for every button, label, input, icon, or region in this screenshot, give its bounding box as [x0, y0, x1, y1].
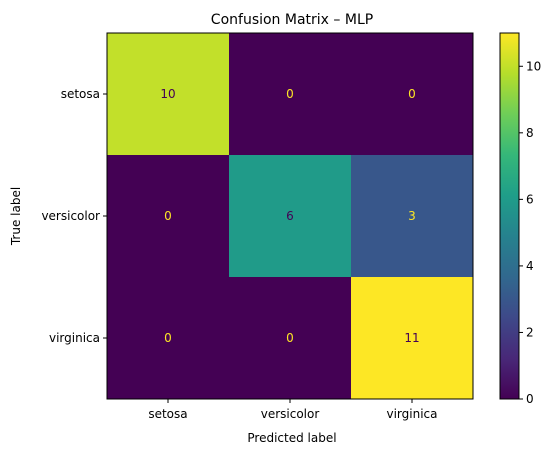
heatmap-cell — [229, 33, 351, 155]
colorbar-ticks: 0 2 4 6 8 10 — [519, 59, 541, 406]
x-tick-label: virginica — [387, 407, 438, 421]
cell-value-label: 0 — [164, 331, 172, 345]
cell-value-label: 0 — [164, 209, 172, 223]
chart-title: Confusion Matrix – MLP — [211, 12, 373, 28]
colorbar-tick-label: 0 — [526, 392, 534, 406]
heatmap-cell — [107, 33, 229, 155]
heatmap-cell — [107, 277, 229, 399]
cell-value-label: 0 — [408, 87, 416, 101]
colorbar-tick-label: 2 — [526, 325, 534, 339]
heatmap-cell — [229, 277, 351, 399]
y-tick-label: virginica — [49, 331, 100, 345]
colorbar-tick-label: 8 — [526, 126, 534, 140]
y-tick-label: setosa — [61, 87, 100, 101]
heatmap-cell — [351, 33, 473, 155]
cell-value-label: 0 — [286, 87, 294, 101]
cell-value-label: 10 — [160, 87, 175, 101]
colorbar-tick-label: 6 — [526, 192, 534, 206]
heatmap-cell — [107, 155, 229, 277]
heatmap-cell — [351, 277, 473, 399]
x-tick-label: setosa — [148, 407, 187, 421]
cell-value-label: 3 — [408, 209, 416, 223]
cell-value-labels: 10 0 0 0 6 3 0 0 11 — [160, 87, 419, 345]
colorbar-tick-label: 4 — [526, 259, 534, 273]
cell-value-label: 0 — [286, 331, 294, 345]
heatmap-cells — [107, 33, 473, 399]
y-axis-ticks: setosa versicolor virginica — [41, 87, 107, 345]
x-axis-label: Predicted label — [247, 431, 336, 445]
cell-value-label: 6 — [286, 209, 294, 223]
y-axis-label: True label — [9, 187, 23, 246]
colorbar-tick-label: 10 — [526, 59, 541, 73]
heatmap-cell — [351, 155, 473, 277]
y-tick-label: versicolor — [41, 209, 100, 223]
x-axis-ticks: setosa versicolor virginica — [148, 399, 438, 421]
heatmap-cell — [229, 155, 351, 277]
colorbar — [499, 32, 520, 400]
cell-value-label: 11 — [404, 331, 419, 345]
x-tick-label: versicolor — [261, 407, 320, 421]
